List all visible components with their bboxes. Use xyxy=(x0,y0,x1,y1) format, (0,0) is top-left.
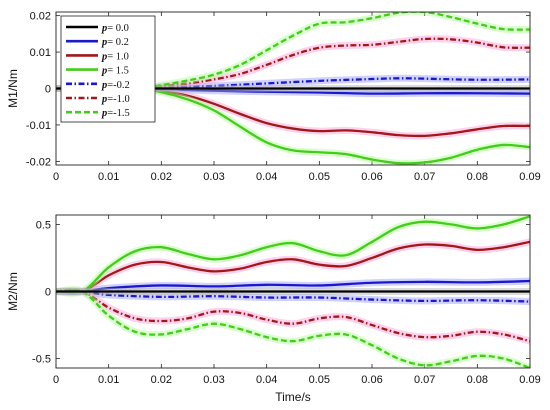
series-line-p-1_0 xyxy=(56,37,530,90)
series-line-p1_0 xyxy=(56,240,530,294)
series-line-p-1_5 xyxy=(56,288,530,368)
y-axis-label-m1: M1/Nm xyxy=(6,69,20,108)
x-tick-label: 0.03 xyxy=(203,374,224,386)
y-tick-label: -0.5 xyxy=(32,354,51,366)
x-tick-label: 0.09 xyxy=(519,171,540,183)
y-tick-labels-m2: -0.5 0 0.5 xyxy=(32,219,51,365)
x-tick-label: 0.02 xyxy=(151,171,172,183)
legend-label: p= 0.2 xyxy=(101,37,129,48)
legend-label: p= 0.0 xyxy=(101,23,129,34)
series-line-p1_0 xyxy=(56,87,530,138)
legend-label: p=-0.2 xyxy=(101,80,130,91)
x-tick-label: 0.08 xyxy=(467,374,488,386)
x-tick-label: 0.04 xyxy=(256,171,277,183)
y-tick-label: 0 xyxy=(45,287,51,299)
x-tick-label: 0.05 xyxy=(309,374,330,386)
series-line-p1_5 xyxy=(56,87,530,165)
y-tick-label: -0.01 xyxy=(26,120,51,132)
y-tick-label: 0 xyxy=(45,84,51,96)
x-tick-label: 0.09 xyxy=(519,374,540,386)
x-tick-label: 0.05 xyxy=(309,171,330,183)
axes-frame-m1 xyxy=(55,11,531,166)
x-axis-label: Time/s xyxy=(275,390,311,404)
legend-label: p= 1.0 xyxy=(101,51,129,62)
x-tick-label: 0.06 xyxy=(361,374,382,386)
legend-label: p=-1.5 xyxy=(101,108,130,119)
x-tick-label: 0.06 xyxy=(361,171,382,183)
x-tick-label: 0.02 xyxy=(151,374,172,386)
axes-frame-m2 xyxy=(55,214,531,369)
x-tick-label: 0.08 xyxy=(467,171,488,183)
series-line-p1_5 xyxy=(56,215,530,295)
x-tick-label: 0.04 xyxy=(256,374,277,386)
series-line-p-0_2 xyxy=(56,290,530,303)
x-tick-label: 0.01 xyxy=(98,171,119,183)
legend-label: p=-1.0 xyxy=(101,94,130,105)
y-tick-label: 0.01 xyxy=(30,47,51,59)
x-tick-label: 0 xyxy=(53,374,59,386)
y-tick-label: 0.02 xyxy=(30,11,51,23)
x-tick-labels-m2: 0 0.01 0.02 0.03 0.04 0.05 0.06 0.07 0.08 0.09 xyxy=(53,374,541,386)
series-lines-m2 xyxy=(56,215,530,368)
x-tick-label: 0.03 xyxy=(203,171,224,183)
y-tick-label: -0.02 xyxy=(26,156,51,168)
x-tick-label: 0.07 xyxy=(414,374,435,386)
panel-m1: 0 0.01 0.02 0.03 0.04 0.05 0.06 0.07 0.08 0.09 -0… xyxy=(6,11,541,183)
series-line-p0_2 xyxy=(56,279,530,293)
panel-m2: 0 0.01 0.02 0.03 0.04 0.05 0.06 0.07 0.08 0.09 -0… xyxy=(6,214,541,404)
series-line-p-0_2 xyxy=(56,77,530,90)
y-tick-label: 0.5 xyxy=(36,219,51,231)
series-line-p-1_5 xyxy=(56,12,530,90)
y-tick-labels-m1: -0.02 -0.01 0 0.01 0.02 xyxy=(26,11,51,169)
x-tick-labels-m1: 0 0.01 0.02 0.03 0.04 0.05 0.06 0.07 0.08 0.09 xyxy=(53,171,541,183)
x-tick-label: 0.07 xyxy=(414,171,435,183)
legend: p= 0.0 p= 0.2 p= 1.0 p= 1.5 p=-0.2 p=-1.0 p=-1… xyxy=(60,15,156,123)
x-tick-label: 0.01 xyxy=(98,374,119,386)
x-tick-label: 0 xyxy=(53,171,59,183)
series-line-p-1_0 xyxy=(56,289,530,343)
legend-label: p= 1.5 xyxy=(101,66,129,77)
y-axis-label-m2: M2/Nm xyxy=(6,272,20,311)
